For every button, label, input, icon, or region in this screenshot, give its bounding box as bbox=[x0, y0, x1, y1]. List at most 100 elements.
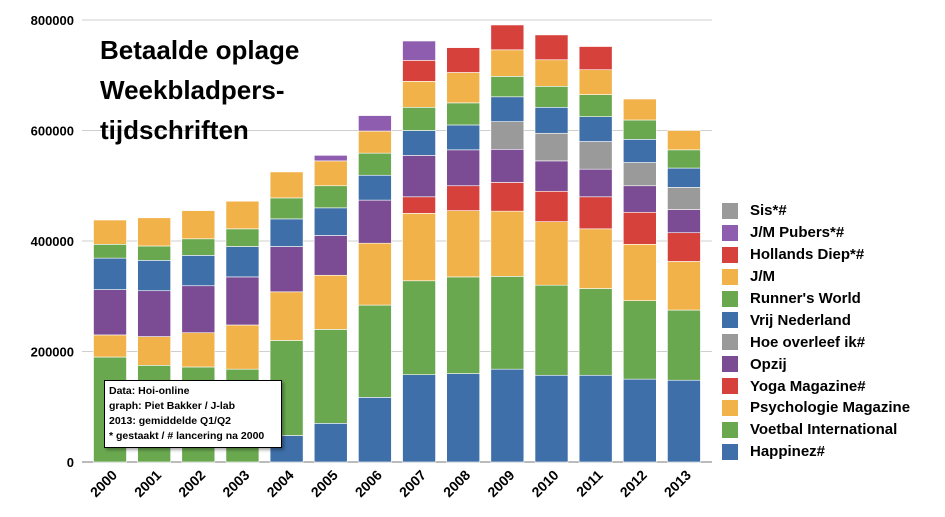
bar-segment bbox=[93, 219, 127, 245]
bar-segment bbox=[358, 174, 392, 201]
y-tick-label: 800000 bbox=[31, 13, 74, 28]
bar-segment bbox=[622, 98, 657, 121]
legend-swatch bbox=[722, 421, 738, 438]
bar-segment bbox=[534, 132, 569, 162]
bar-segment bbox=[534, 190, 569, 222]
legend-item: Happinez# bbox=[722, 441, 910, 463]
bar-segment bbox=[490, 148, 525, 183]
legend-swatch bbox=[722, 312, 738, 329]
bar-segment bbox=[313, 274, 348, 330]
bar-segment bbox=[490, 276, 525, 370]
bar-segment bbox=[225, 276, 260, 326]
bar-segment bbox=[402, 106, 436, 131]
bar-segment bbox=[578, 374, 613, 463]
bar-segment bbox=[534, 374, 569, 463]
source-note-line-4: * gestaakt / # lancering na 2000 bbox=[109, 430, 265, 442]
x-tick-label: 2005 bbox=[308, 467, 341, 500]
bars bbox=[93, 24, 701, 463]
bar-segment bbox=[446, 373, 481, 463]
bar-segment bbox=[358, 115, 392, 132]
bar-segment bbox=[578, 228, 613, 289]
bar-segment bbox=[358, 242, 392, 306]
x-tick-label: 2010 bbox=[528, 467, 561, 500]
bar-segment bbox=[622, 139, 657, 163]
legend-label: Hoe overleef ik# bbox=[750, 333, 866, 351]
legend-swatch bbox=[722, 378, 738, 395]
bar-segment bbox=[578, 46, 613, 71]
legend-swatch bbox=[722, 290, 738, 307]
bar-segment bbox=[622, 211, 657, 245]
legend-label: Hollands Diep*# bbox=[750, 246, 865, 264]
x-tick-label: 2006 bbox=[352, 467, 385, 500]
bar-segment bbox=[490, 49, 525, 77]
bar-segment bbox=[225, 228, 260, 247]
legend-item: J/M bbox=[722, 266, 910, 288]
bar-segment bbox=[137, 260, 171, 292]
legend-label: J/M Pubers*# bbox=[750, 224, 845, 242]
bar-segment bbox=[402, 196, 436, 214]
bar-segment bbox=[622, 300, 657, 380]
bar-segment bbox=[446, 72, 481, 104]
source-note-line-2: graph: Piet Bakker / J-lab bbox=[109, 400, 236, 412]
bar-segment bbox=[446, 47, 481, 73]
legend-item: Hoe overleef ik# bbox=[722, 331, 910, 353]
legend-label: Opzij bbox=[750, 355, 787, 373]
legend-item: Sis*# bbox=[722, 200, 910, 222]
x-tick-label: 2001 bbox=[131, 467, 164, 500]
chart-title: Betaalde oplage Weekbladpers- tijdschrif… bbox=[100, 30, 299, 150]
bar-segment bbox=[622, 185, 657, 213]
bar-segment bbox=[93, 289, 127, 336]
bar-segment bbox=[622, 119, 657, 140]
bar-segment bbox=[313, 185, 348, 209]
x-tick-label: 2009 bbox=[484, 467, 517, 500]
x-tick-label: 2011 bbox=[573, 467, 606, 500]
x-tick-label: 2007 bbox=[396, 467, 429, 500]
bar-segment bbox=[402, 81, 436, 108]
bar-segment bbox=[667, 209, 701, 234]
bar-segment bbox=[534, 106, 569, 134]
bar-segment bbox=[269, 218, 304, 247]
bar-segment bbox=[667, 130, 701, 151]
bar-segment bbox=[578, 69, 613, 95]
bar-segment bbox=[490, 210, 525, 277]
legend-item: Vrij Nederland bbox=[722, 309, 910, 331]
legend-item: J/M Pubers*# bbox=[722, 222, 910, 244]
bar-segment bbox=[667, 149, 701, 169]
bar-segment bbox=[93, 334, 127, 358]
bar-segment bbox=[93, 257, 127, 290]
bar-segment bbox=[358, 199, 392, 244]
legend-swatch bbox=[722, 202, 738, 219]
legend-swatch bbox=[722, 334, 738, 351]
x-tick-label: 2000 bbox=[87, 467, 120, 500]
legend-item: Opzij bbox=[722, 353, 910, 375]
bar-segment bbox=[181, 285, 216, 334]
bar-segment bbox=[137, 336, 171, 366]
bar-segment bbox=[402, 40, 436, 61]
bar-segment bbox=[490, 182, 525, 212]
legend-item: Yoga Magazine# bbox=[722, 375, 910, 397]
bar-segment bbox=[667, 309, 701, 381]
legend-swatch bbox=[722, 268, 738, 285]
source-note: Data: Hoi-online graph: Piet Bakker / J-… bbox=[104, 380, 282, 448]
legend-label: Psychologie Magazine bbox=[750, 399, 911, 417]
chart-title-line-2: Weekbladpers- bbox=[100, 75, 285, 105]
bar-segment bbox=[534, 221, 569, 286]
bar-segment bbox=[402, 280, 436, 376]
source-note-line-1: Data: Hoi-online bbox=[109, 385, 190, 397]
x-tick-label: 2002 bbox=[175, 467, 208, 500]
chart-title-line-3: tijdschriften bbox=[100, 115, 249, 145]
legend-label: J/M bbox=[750, 268, 776, 286]
bar-segment bbox=[667, 261, 701, 311]
legend-item: Runner's World bbox=[722, 288, 910, 310]
bar-segment bbox=[490, 96, 525, 122]
legend-item: Psychologie Magazine bbox=[722, 397, 910, 419]
y-tick-label: 600000 bbox=[31, 124, 74, 139]
legend-label: Voetbal International bbox=[750, 421, 898, 439]
bar-segment bbox=[578, 168, 613, 198]
bar-segment bbox=[181, 332, 216, 368]
y-tick-label: 400000 bbox=[31, 234, 74, 249]
bar-segment bbox=[534, 34, 569, 61]
bar-segment bbox=[446, 210, 481, 278]
y-tick-label: 0 bbox=[67, 455, 74, 470]
bar-segment bbox=[667, 379, 701, 463]
